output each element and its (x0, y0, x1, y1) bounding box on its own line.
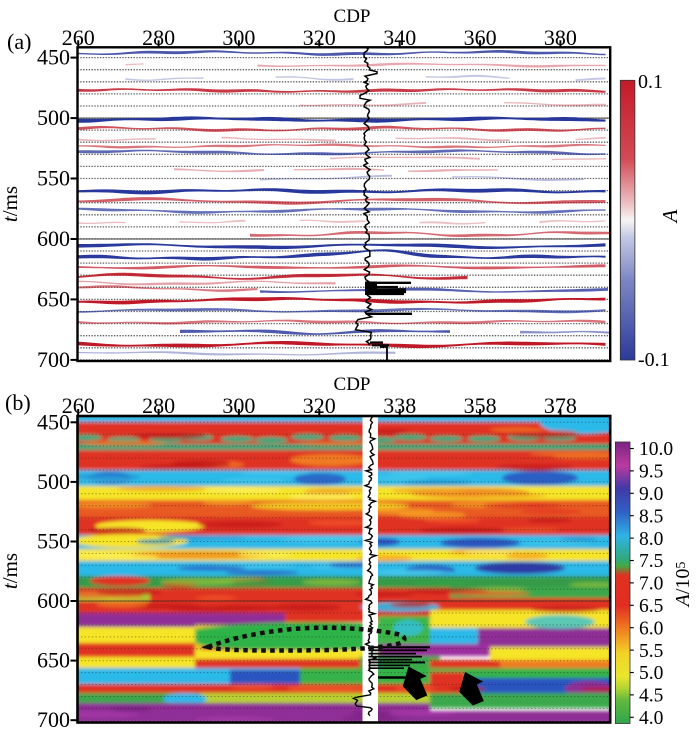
svg-text:5.5: 5.5 (639, 641, 663, 662)
svg-text:-0.1: -0.1 (638, 349, 670, 371)
svg-text:8.0: 8.0 (639, 529, 663, 550)
svg-text:4.5: 4.5 (639, 686, 663, 707)
svg-text:500: 500 (37, 469, 70, 494)
svg-text:650: 650 (37, 648, 70, 673)
svg-text:t/ms: t/ms (0, 186, 22, 222)
svg-text:10.0: 10.0 (639, 439, 673, 460)
svg-text:300: 300 (222, 393, 255, 418)
svg-text:550: 550 (37, 166, 70, 191)
svg-text:450: 450 (37, 409, 70, 434)
svg-text:(b): (b) (5, 390, 31, 415)
svg-text:300: 300 (222, 25, 255, 50)
svg-text:550: 550 (37, 529, 70, 554)
svg-text:700: 700 (37, 347, 70, 372)
svg-text:9.0: 9.0 (639, 484, 663, 505)
svg-text:5.0: 5.0 (639, 663, 663, 684)
svg-text:378: 378 (544, 393, 577, 418)
svg-text:CDP: CDP (334, 374, 371, 395)
svg-text:320: 320 (303, 393, 336, 418)
svg-text:4.0: 4.0 (639, 708, 663, 729)
svg-text:700: 700 (37, 707, 70, 732)
svg-text:t/ms: t/ms (0, 553, 22, 589)
svg-text:600: 600 (37, 588, 70, 613)
svg-text:A/105: A/105 (672, 562, 694, 609)
svg-text:260: 260 (62, 25, 95, 50)
svg-text:(a): (a) (7, 29, 31, 54)
svg-text:340: 340 (383, 25, 416, 50)
svg-text:280: 280 (142, 393, 175, 418)
svg-text:650: 650 (37, 286, 70, 311)
svg-text:260: 260 (62, 393, 95, 418)
svg-text:338: 338 (383, 393, 416, 418)
svg-text:7.0: 7.0 (639, 574, 663, 595)
svg-text:A: A (658, 209, 682, 224)
svg-text:280: 280 (142, 25, 175, 50)
svg-text:CDP: CDP (334, 6, 371, 27)
svg-text:450: 450 (37, 45, 70, 70)
svg-text:6.5: 6.5 (639, 596, 663, 617)
svg-text:6.0: 6.0 (639, 618, 663, 639)
svg-text:9.5: 9.5 (639, 462, 663, 483)
svg-text:380: 380 (544, 25, 577, 50)
svg-text:8.5: 8.5 (639, 506, 663, 527)
svg-text:600: 600 (37, 226, 70, 251)
svg-text:320: 320 (303, 25, 336, 50)
svg-text:7.5: 7.5 (639, 551, 663, 572)
svg-text:0.1: 0.1 (638, 71, 663, 93)
svg-text:358: 358 (464, 393, 497, 418)
svg-text:500: 500 (37, 105, 70, 130)
svg-text:360: 360 (464, 25, 497, 50)
